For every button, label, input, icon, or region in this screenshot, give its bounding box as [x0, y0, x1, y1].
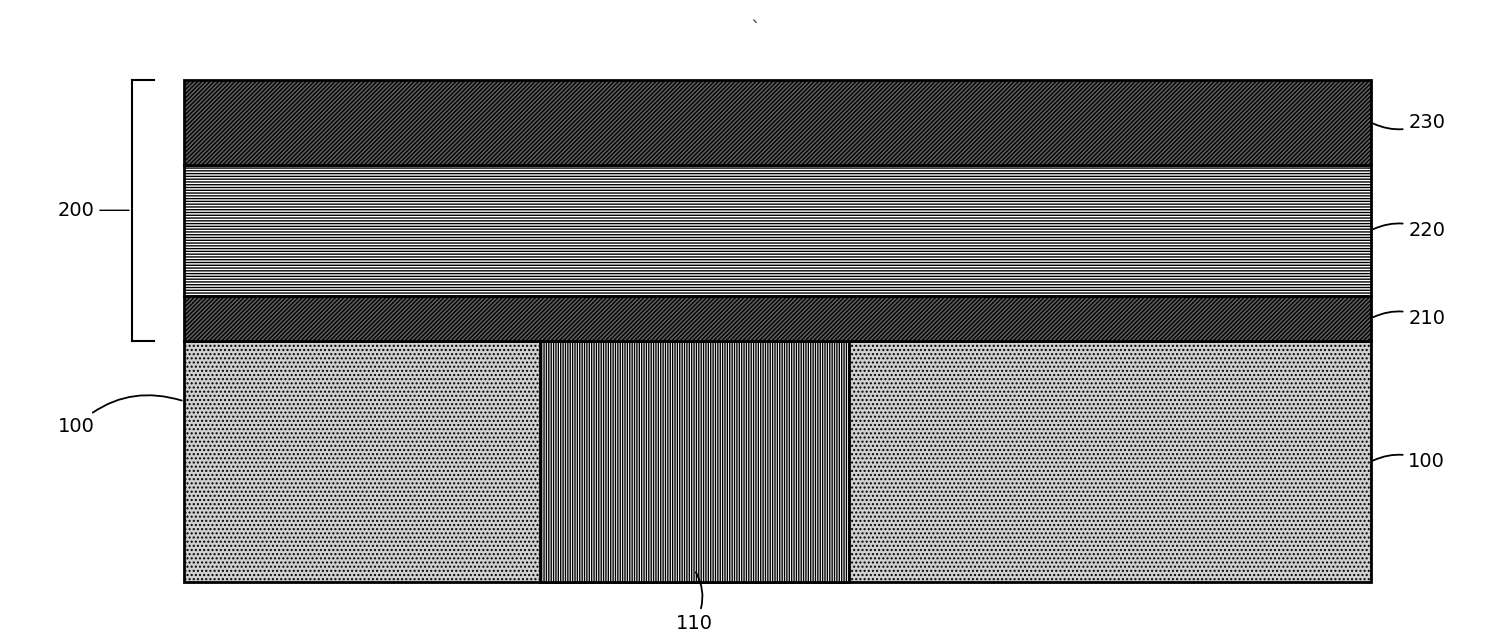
Text: 100: 100 [57, 395, 181, 436]
Text: `: ` [750, 20, 760, 39]
Bar [184, 165, 1371, 296]
Text: 230: 230 [1373, 113, 1445, 132]
Bar [184, 341, 1371, 583]
Bar [184, 296, 1371, 341]
Text: 220: 220 [1373, 221, 1445, 240]
Bar [184, 79, 1371, 165]
Text: 200: 200 [57, 201, 128, 220]
Bar [541, 341, 849, 583]
Text: 210: 210 [1373, 309, 1445, 328]
Text: 110: 110 [676, 572, 713, 633]
Text: 100: 100 [1373, 452, 1445, 471]
